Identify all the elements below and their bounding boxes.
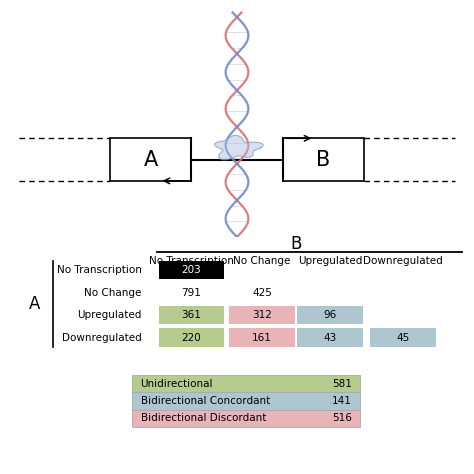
Text: Upregulated: Upregulated bbox=[77, 310, 141, 320]
Text: 96: 96 bbox=[324, 310, 337, 320]
Text: B: B bbox=[316, 150, 330, 170]
Text: No Change: No Change bbox=[84, 288, 141, 298]
Text: Downregulated: Downregulated bbox=[363, 255, 443, 266]
Text: 141: 141 bbox=[332, 396, 352, 406]
Bar bbox=[283, 138, 365, 181]
Text: Upregulated: Upregulated bbox=[298, 255, 363, 266]
Text: 45: 45 bbox=[396, 333, 410, 343]
Text: 581: 581 bbox=[332, 379, 352, 389]
Bar bbox=[158, 261, 225, 280]
Text: Bidirectional Concordant: Bidirectional Concordant bbox=[140, 396, 270, 406]
Bar bbox=[229, 328, 295, 347]
Text: Bidirectional Discordant: Bidirectional Discordant bbox=[140, 413, 266, 423]
Text: 791: 791 bbox=[182, 288, 201, 298]
Bar bbox=[109, 138, 191, 181]
Text: A: A bbox=[29, 295, 40, 313]
Text: 203: 203 bbox=[182, 265, 201, 275]
Bar bbox=[158, 328, 225, 347]
Text: 43: 43 bbox=[324, 333, 337, 343]
Bar bbox=[370, 328, 436, 347]
Bar bbox=[297, 328, 363, 347]
Bar bbox=[158, 306, 225, 324]
Text: Downregulated: Downregulated bbox=[62, 333, 141, 343]
Text: 220: 220 bbox=[182, 333, 201, 343]
Text: No Transcription: No Transcription bbox=[56, 265, 141, 275]
Bar bbox=[132, 375, 360, 392]
Text: No Change: No Change bbox=[233, 255, 291, 266]
Text: A: A bbox=[144, 150, 158, 170]
Text: Unidirectional: Unidirectional bbox=[140, 379, 213, 389]
Bar bbox=[297, 306, 363, 324]
Bar bbox=[229, 306, 295, 324]
Text: 516: 516 bbox=[332, 413, 352, 423]
Text: 161: 161 bbox=[252, 333, 272, 343]
Text: 312: 312 bbox=[252, 310, 272, 320]
Text: 361: 361 bbox=[182, 310, 201, 320]
Polygon shape bbox=[215, 136, 263, 160]
Text: No Transcription: No Transcription bbox=[149, 255, 234, 266]
Bar bbox=[132, 410, 360, 427]
Text: B: B bbox=[291, 235, 302, 253]
Text: 425: 425 bbox=[252, 288, 272, 298]
Bar bbox=[132, 392, 360, 410]
